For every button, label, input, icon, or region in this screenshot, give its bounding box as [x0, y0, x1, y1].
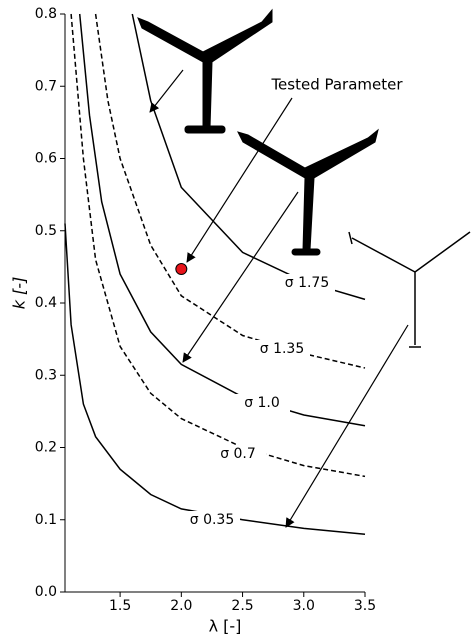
label-bg [184, 511, 240, 529]
label-bg [254, 340, 310, 358]
label-bg [234, 394, 290, 412]
series-label: σ 0.7 [220, 446, 256, 462]
x-tick-label: 3.0 [293, 598, 315, 614]
label-bg [279, 274, 335, 292]
plot-area: 0.0 0.1 0.2 0.3 0.4 0.5 0.6 0.7 0.8 1.5 2.0 2.5 3.0 3… [10, 6, 377, 636]
series-label: σ 0.35 [190, 512, 235, 528]
x-tick-label: 3.5 [354, 598, 376, 614]
tested-point [175, 263, 188, 276]
turbine-icon [348, 231, 471, 348]
x-tick-label: 2.5 [231, 598, 253, 614]
y-tick-label: 0.7 [35, 78, 57, 94]
y-axis-label: k [-] [10, 277, 29, 310]
turbine-icon [237, 128, 379, 256]
annotation: Tested Parameter [270, 76, 403, 94]
x-tick-label: 2.0 [170, 598, 192, 614]
series-line [94, 13, 366, 369]
x-axis-label: λ [-] [209, 617, 242, 636]
y-tick-label: 0.4 [35, 295, 57, 311]
y-tick-label: 0.3 [35, 367, 57, 383]
series-line [70, 13, 366, 478]
y-tick-label: 0.6 [35, 151, 57, 167]
y-tick-label: 0.5 [35, 223, 57, 239]
series-line [64, 223, 366, 535]
series-label: σ 1.35 [260, 341, 305, 357]
series-label: σ 1.0 [244, 395, 280, 411]
y-tick-label: 0.2 [35, 440, 57, 456]
label-bg [210, 445, 266, 463]
y-tick-label: 0.0 [35, 584, 57, 600]
y-tick-label: 0.8 [35, 6, 57, 22]
arrow [149, 69, 409, 528]
x-tick-label: 1.5 [109, 598, 131, 614]
y-tick-label: 0.1 [35, 512, 57, 528]
turbine-icon [137, 8, 273, 134]
series-label: σ 1.75 [285, 275, 330, 291]
